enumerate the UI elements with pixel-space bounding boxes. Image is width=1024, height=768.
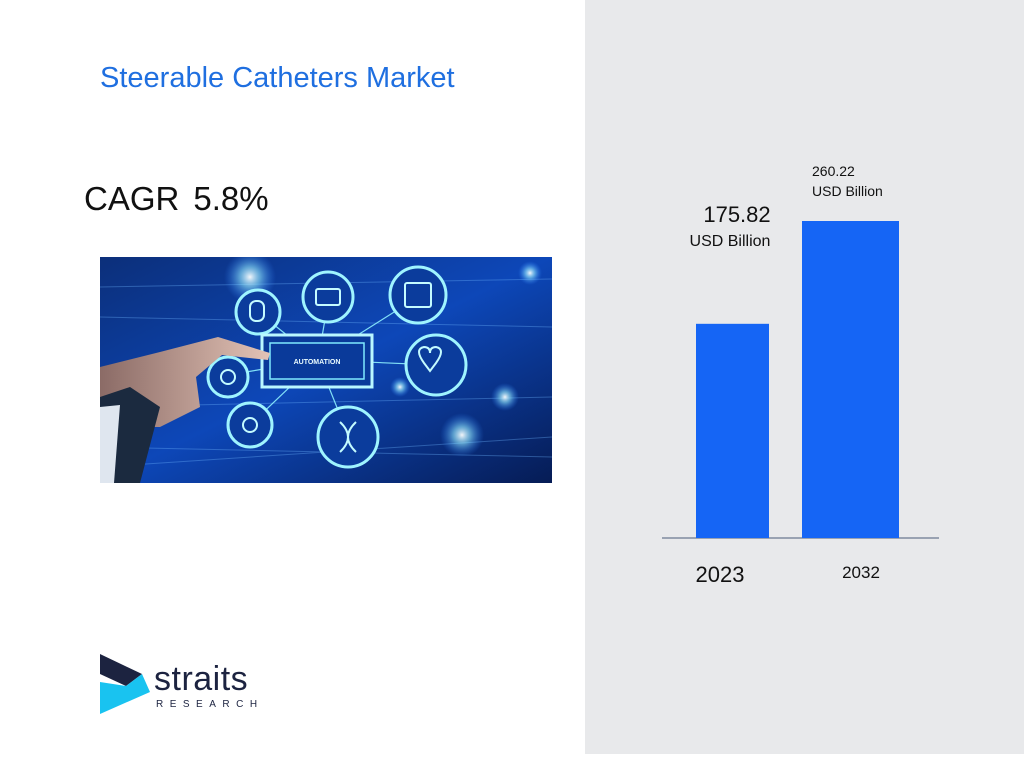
bar-chart: 175.82 USD Billion 260.22 USD Billion 20…: [662, 163, 939, 587]
automation-photo: AUTOMATION: [100, 257, 552, 483]
data-label-value-2032: 260.22: [812, 163, 855, 179]
cagr-text: CAGR 5.8%: [84, 180, 269, 218]
logo-subtitle: RESEARCH: [156, 699, 264, 710]
automation-label: AUTOMATION: [294, 359, 341, 366]
logo-arrow-icon: [100, 654, 150, 714]
data-label-unit-2023: USD Billion: [690, 233, 771, 250]
page-title: Steerable Catheters Market: [100, 62, 455, 94]
cagr-label: CAGR: [84, 180, 180, 217]
bar-2032: [802, 221, 899, 538]
straits-research-logo: straits RESEARCH: [98, 652, 298, 722]
x-tick-label-2023: 2023: [696, 562, 745, 587]
cagr-value: 5.8%: [193, 180, 269, 217]
logo-wordmark: straits: [154, 660, 249, 698]
bar-2023: [696, 323, 769, 538]
data-label-value-2023: 175.82: [703, 202, 770, 227]
data-label-unit-2032: USD Billion: [812, 183, 883, 199]
x-tick-label-2032: 2032: [842, 563, 880, 582]
